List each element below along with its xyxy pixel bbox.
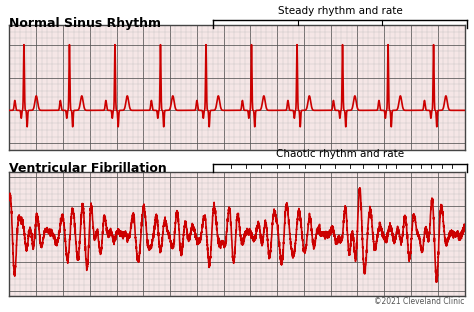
Text: ©2021 Cleveland Clinic: ©2021 Cleveland Clinic bbox=[374, 297, 465, 306]
Text: Steady rhythm and rate: Steady rhythm and rate bbox=[278, 6, 402, 16]
Text: Ventricular Fibrillation: Ventricular Fibrillation bbox=[9, 162, 167, 175]
Text: Normal Sinus Rhythm: Normal Sinus Rhythm bbox=[9, 17, 162, 30]
Text: Chaotic rhythm and rate: Chaotic rhythm and rate bbox=[276, 149, 404, 159]
